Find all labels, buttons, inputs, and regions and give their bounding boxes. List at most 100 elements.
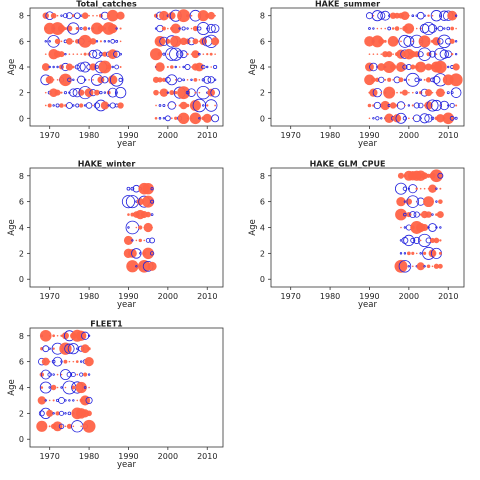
positive-residual-bubble bbox=[395, 208, 407, 221]
negative-residual-bubble bbox=[446, 91, 450, 95]
positive-residual-bubble bbox=[439, 239, 442, 242]
positive-residual-bubble bbox=[88, 40, 90, 43]
positive-residual-bubble bbox=[380, 100, 390, 111]
negative-residual-bubble bbox=[202, 104, 205, 107]
negative-residual-bubble bbox=[158, 104, 162, 107]
panel-hake-winter: HAKE_winter 1970 1980 1990 2000 2010 0 2 4 6 8 year… bbox=[7, 160, 224, 310]
positive-residual-bubble bbox=[194, 91, 197, 94]
negative-residual-bubble bbox=[430, 116, 435, 121]
negative-residual-bubble bbox=[432, 75, 441, 84]
negative-residual-bubble bbox=[72, 78, 75, 82]
negative-residual-bubble bbox=[95, 40, 99, 43]
positive-residual-bubble bbox=[174, 116, 178, 120]
positive-residual-bubble bbox=[179, 101, 188, 110]
negative-residual-bubble bbox=[127, 226, 130, 229]
positive-residual-bubble bbox=[190, 14, 193, 17]
negative-residual-bubble bbox=[85, 396, 93, 404]
positive-residual-bubble bbox=[76, 373, 79, 376]
negative-residual-bubble bbox=[423, 14, 426, 17]
negative-residual-bubble bbox=[213, 78, 217, 82]
positive-residual-bubble bbox=[389, 102, 397, 109]
negative-residual-bubble bbox=[437, 25, 444, 32]
positive-residual-bubble bbox=[189, 112, 202, 125]
positive-residual-bubble bbox=[88, 386, 90, 389]
positive-residual-bubble bbox=[78, 89, 85, 96]
x-axis-label: year bbox=[358, 300, 377, 310]
negative-residual-bubble bbox=[190, 78, 193, 82]
positive-residual-bubble bbox=[46, 409, 54, 417]
x-tick-label: 1980 bbox=[79, 131, 99, 140]
positive-residual-bubble bbox=[82, 419, 96, 433]
positive-residual-bubble bbox=[434, 60, 447, 74]
positive-residual-bubble bbox=[108, 23, 118, 34]
negative-residual-bubble bbox=[85, 102, 93, 109]
positive-residual-bubble bbox=[135, 239, 138, 242]
y-tick-label: 4 bbox=[19, 63, 24, 72]
negative-residual-bubble bbox=[204, 99, 218, 112]
negative-residual-bubble bbox=[118, 77, 123, 82]
negative-residual-bubble bbox=[372, 117, 375, 120]
positive-residual-bubble bbox=[39, 372, 45, 377]
positive-residual-bubble bbox=[48, 334, 51, 337]
negative-residual-bubble bbox=[40, 369, 51, 380]
x-tick-label: 2010 bbox=[438, 292, 458, 301]
negative-residual-bubble bbox=[198, 117, 201, 120]
positive-residual-bubble bbox=[368, 53, 371, 55]
positive-residual-bubble bbox=[411, 265, 414, 268]
negative-residual-bubble bbox=[454, 40, 458, 43]
positive-residual-bubble bbox=[167, 27, 169, 30]
x-tick-label: 1970 bbox=[281, 292, 301, 301]
negative-residual-bubble bbox=[69, 88, 78, 97]
negative-residual-bubble bbox=[206, 23, 216, 34]
positive-residual-bubble bbox=[92, 104, 94, 107]
negative-residual-bubble bbox=[107, 40, 110, 43]
positive-residual-bubble bbox=[123, 235, 134, 245]
y-tick-label: 8 bbox=[19, 172, 24, 181]
negative-residual-bubble bbox=[396, 101, 406, 110]
negative-residual-bubble bbox=[416, 11, 425, 20]
positive-residual-bubble bbox=[428, 249, 437, 258]
positive-residual-bubble bbox=[419, 187, 422, 190]
positive-residual-bubble bbox=[192, 25, 199, 32]
positive-residual-bubble bbox=[167, 53, 169, 55]
positive-residual-bubble bbox=[387, 36, 399, 47]
positive-residual-bubble bbox=[161, 26, 166, 31]
positive-residual-bubble bbox=[52, 421, 63, 432]
negative-residual-bubble bbox=[150, 187, 154, 191]
positive-residual-bubble bbox=[368, 117, 371, 120]
positive-residual-bubble bbox=[214, 53, 216, 55]
negative-residual-bubble bbox=[401, 237, 409, 244]
x-tick-label: 1980 bbox=[320, 131, 340, 140]
positive-residual-bubble bbox=[44, 425, 47, 428]
positive-residual-bubble bbox=[411, 104, 414, 107]
negative-residual-bubble bbox=[398, 34, 412, 48]
negative-residual-bubble bbox=[454, 14, 458, 17]
negative-residual-bubble bbox=[413, 211, 420, 218]
negative-residual-bubble bbox=[407, 265, 411, 268]
positive-residual-bubble bbox=[400, 226, 402, 229]
negative-residual-bubble bbox=[83, 78, 87, 82]
negative-residual-bubble bbox=[419, 252, 422, 255]
positive-residual-bubble bbox=[450, 52, 454, 56]
negative-residual-bubble bbox=[83, 104, 87, 107]
panel-fleet1: FLEET1 1970 1980 1990 2000 2010 0 2 4 6 8 year Age bbox=[7, 320, 224, 470]
positive-residual-bubble bbox=[364, 74, 375, 86]
positive-residual-bubble bbox=[157, 51, 163, 57]
positive-residual-bubble bbox=[52, 399, 55, 402]
negative-residual-bubble bbox=[64, 399, 67, 402]
positive-residual-bubble bbox=[392, 53, 394, 55]
positive-residual-bubble bbox=[386, 51, 393, 58]
positive-residual-bubble bbox=[119, 66, 122, 68]
positive-residual-bubble bbox=[207, 11, 215, 20]
negative-residual-bubble bbox=[51, 359, 56, 364]
positive-residual-bubble bbox=[411, 27, 414, 30]
positive-residual-bubble bbox=[65, 37, 73, 45]
positive-residual-bubble bbox=[155, 62, 165, 72]
positive-residual-bubble bbox=[419, 91, 423, 95]
positive-residual-bubble bbox=[71, 385, 76, 390]
negative-residual-bubble bbox=[198, 52, 201, 56]
negative-residual-bubble bbox=[109, 102, 116, 109]
positive-residual-bubble bbox=[410, 64, 416, 70]
negative-residual-bubble bbox=[186, 27, 189, 30]
negative-residual-bubble bbox=[406, 195, 420, 208]
